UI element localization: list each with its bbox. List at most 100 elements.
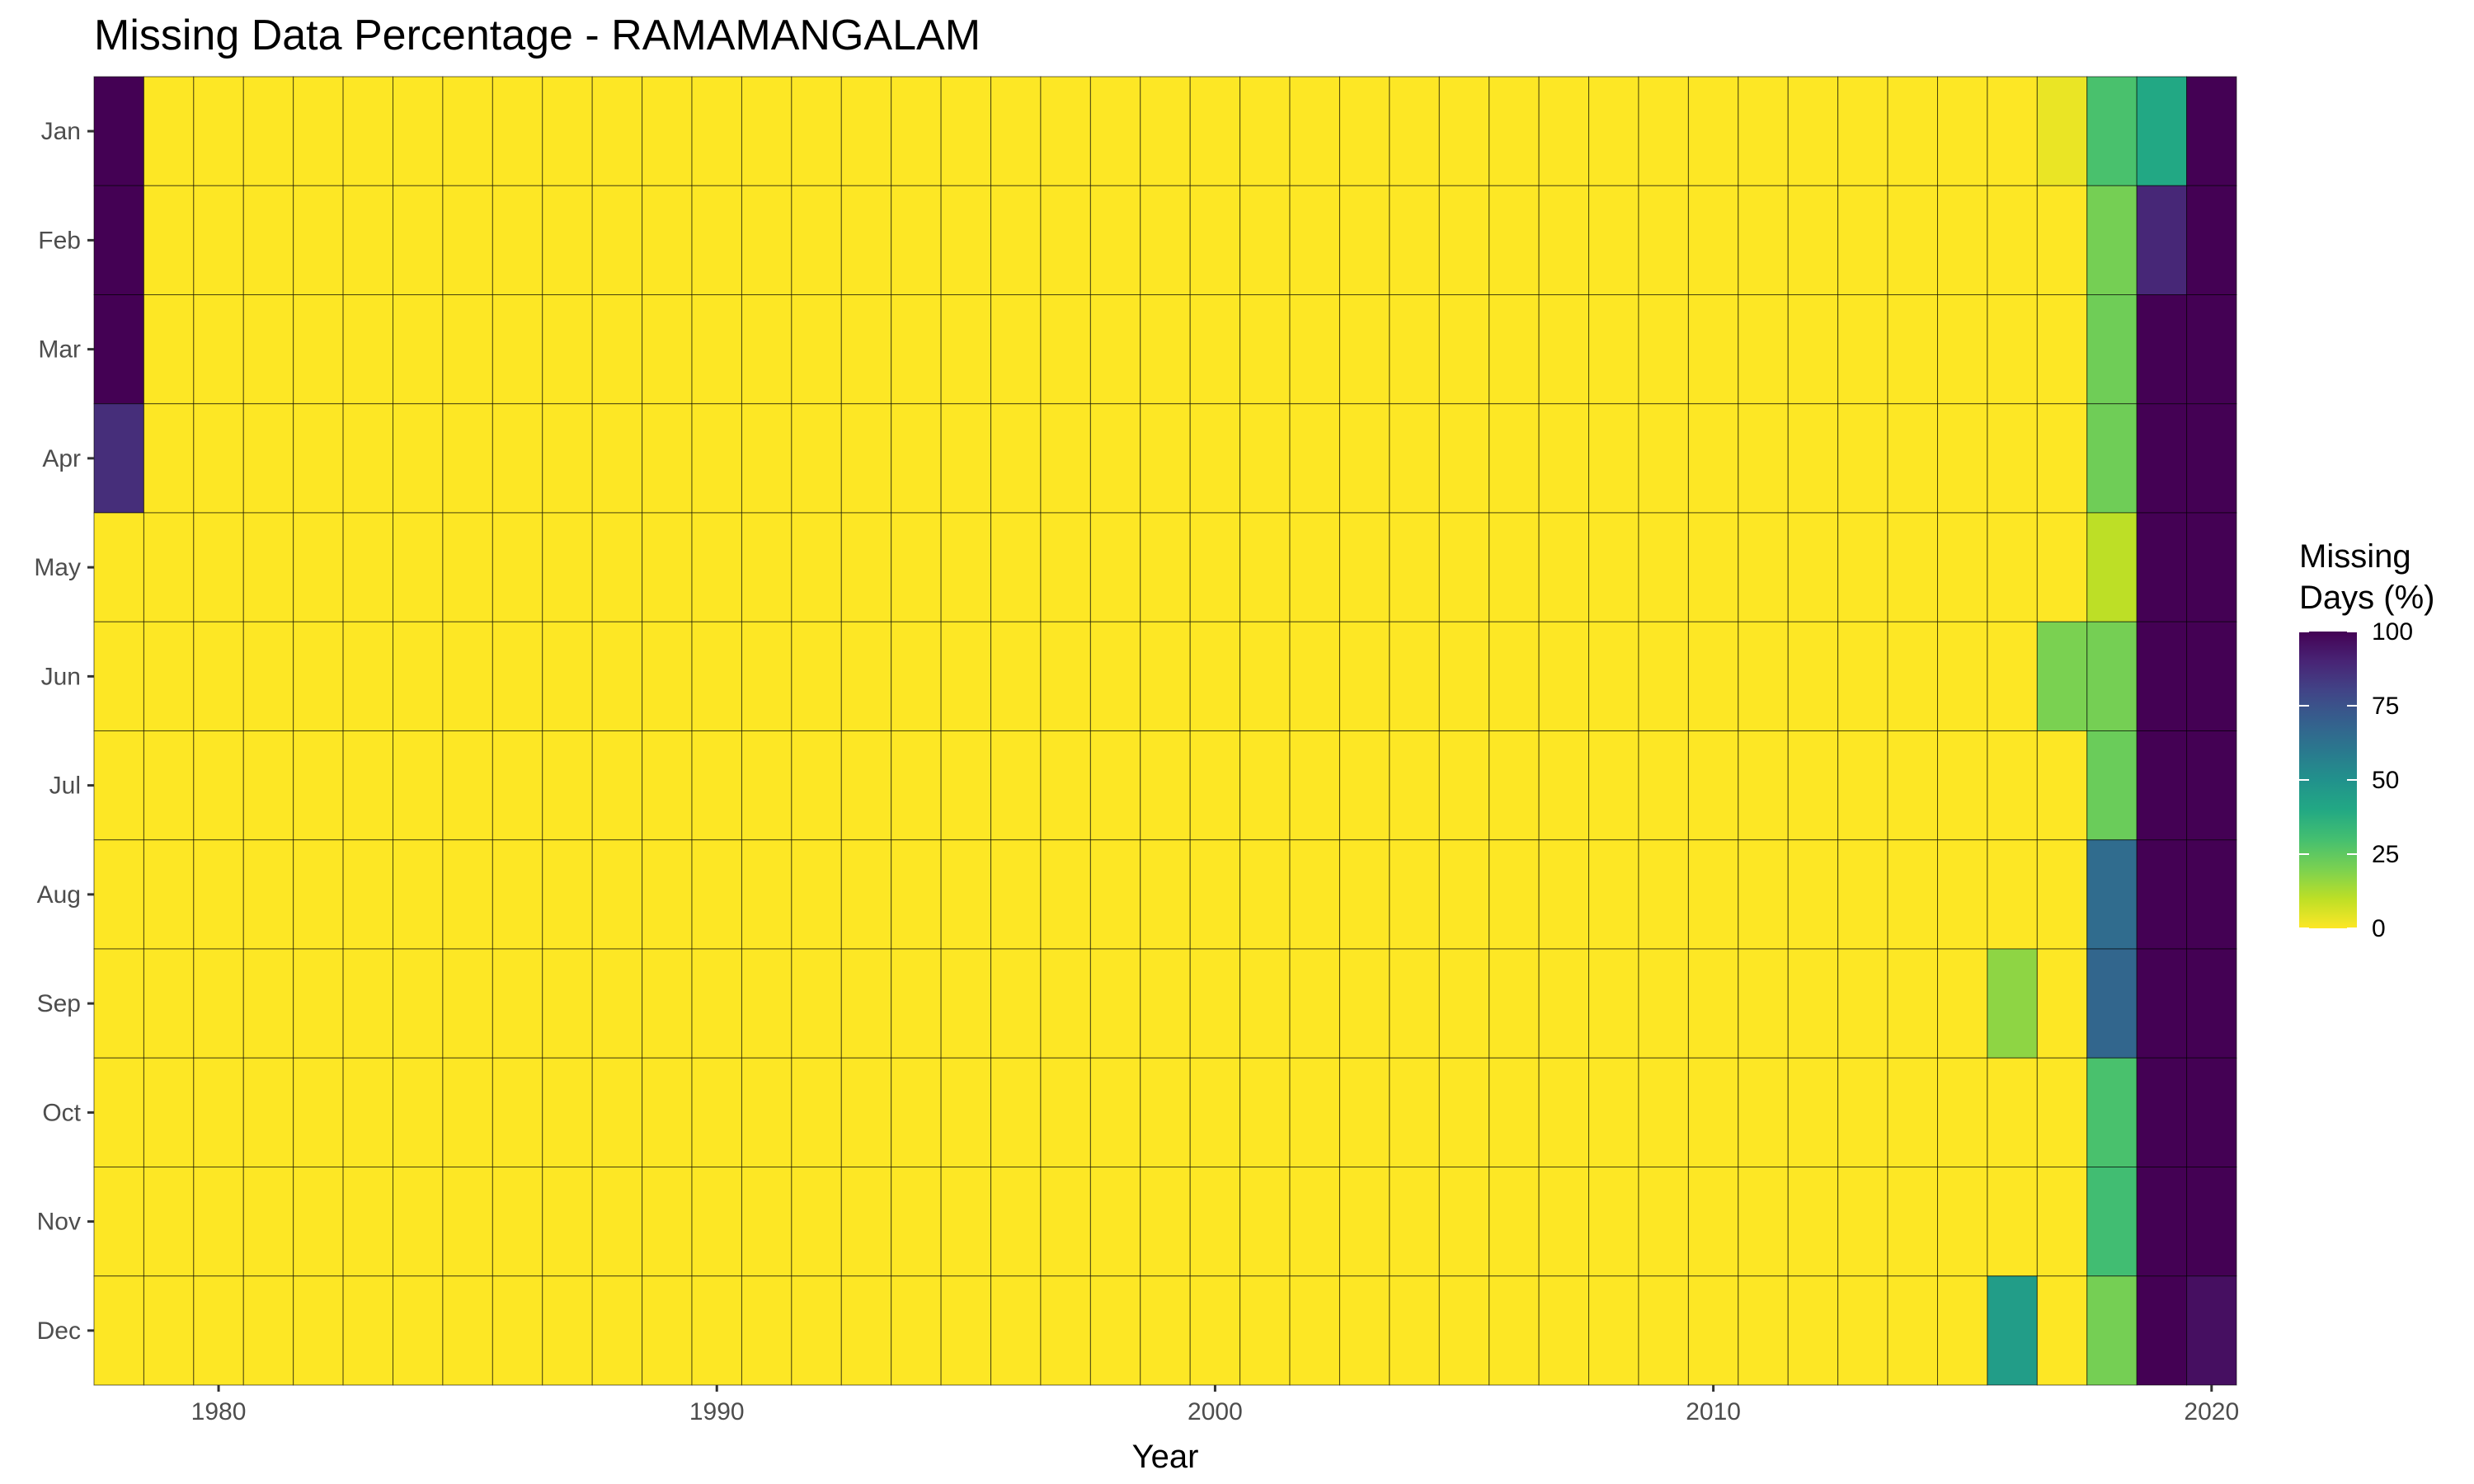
heatmap-cell — [1438, 730, 1490, 841]
heatmap-cell — [1239, 730, 1291, 841]
heatmap-cell — [293, 76, 344, 186]
heatmap-cell — [642, 403, 693, 514]
heatmap-cell — [990, 1167, 1042, 1277]
heatmap-cell — [1588, 1275, 1639, 1386]
x-tick-label: 1990 — [689, 1398, 745, 1425]
heatmap-cell — [741, 76, 793, 186]
heatmap-cell — [342, 294, 394, 405]
heatmap-cell — [2036, 1167, 2088, 1277]
heatmap-cell — [840, 1275, 892, 1386]
heatmap-cell — [591, 403, 643, 514]
heatmap-cell — [342, 621, 394, 731]
heatmap-cell — [1389, 839, 1440, 950]
heatmap-cell — [1338, 621, 1390, 731]
heatmap-cell — [1289, 512, 1340, 622]
heatmap-cell — [93, 403, 144, 514]
heatmap-cell — [1687, 76, 1739, 186]
heatmap-cell — [1040, 621, 1091, 731]
heatmap-cell — [1738, 76, 1789, 186]
heatmap-cell — [791, 730, 842, 841]
heatmap-cell — [2086, 294, 2138, 405]
legend-tick-label: 100 — [2372, 618, 2413, 646]
heatmap-cell — [791, 839, 842, 950]
heatmap-cell — [1538, 730, 1590, 841]
heatmap-cell — [293, 948, 344, 1059]
heatmap-cell — [2086, 76, 2138, 186]
legend-tick-label: 25 — [2372, 841, 2399, 868]
heatmap-cell — [1588, 294, 1639, 405]
heatmap-cell — [193, 1275, 244, 1386]
heatmap-cell — [442, 839, 493, 950]
heatmap-cell — [1438, 403, 1490, 514]
heatmap-cell — [293, 294, 344, 405]
heatmap-cell — [840, 1167, 892, 1277]
heatmap-cell — [1787, 294, 1839, 405]
heatmap-cell — [1338, 1167, 1390, 1277]
heatmap-cell — [2036, 403, 2088, 514]
heatmap-cell — [193, 839, 244, 950]
heatmap-cell — [342, 185, 394, 295]
heatmap-cell — [1239, 294, 1291, 405]
heatmap-cell — [542, 948, 593, 1059]
heatmap-cell — [1638, 621, 1689, 731]
heatmap-cell — [1289, 1057, 1340, 1167]
heatmap-cell — [840, 621, 892, 731]
y-tick-label: Jul — [49, 773, 81, 800]
heatmap-cell — [2186, 839, 2237, 950]
heatmap-cell — [1389, 1167, 1440, 1277]
heatmap-cell — [1538, 1057, 1590, 1167]
heatmap-cell — [1887, 1275, 1938, 1386]
heatmap-cell — [492, 730, 543, 841]
heatmap-cell — [990, 839, 1042, 950]
heatmap-cell — [1040, 839, 1091, 950]
heatmap-cell — [143, 185, 195, 295]
heatmap-cell — [1239, 403, 1291, 514]
heatmap-cell — [2136, 1275, 2188, 1386]
heatmap-cell — [1189, 185, 1241, 295]
heatmap-cell — [2186, 512, 2237, 622]
heatmap-cell — [242, 1167, 294, 1277]
heatmap-cell — [2036, 1275, 2088, 1386]
heatmap-cell — [691, 76, 742, 186]
heatmap-cell — [442, 403, 493, 514]
heatmap-cell — [741, 948, 793, 1059]
heatmap-cell — [1438, 1167, 1490, 1277]
heatmap-cell — [741, 730, 793, 841]
heatmap-cell — [342, 839, 394, 950]
heatmap-cell — [1638, 185, 1689, 295]
heatmap-cell — [1538, 839, 1590, 950]
y-tick-label: Aug — [37, 881, 81, 909]
heatmap-cell — [940, 512, 992, 622]
heatmap-cell — [1040, 294, 1091, 405]
heatmap-cell — [143, 730, 195, 841]
heatmap-cell — [1936, 76, 1988, 186]
heatmap-cell — [1089, 294, 1141, 405]
heatmap-cell — [1588, 185, 1639, 295]
heatmap-cell — [2136, 185, 2188, 295]
heatmap-cell — [1887, 1057, 1938, 1167]
heatmap-cell — [143, 948, 195, 1059]
heatmap-cell — [990, 1275, 1042, 1386]
heatmap-cell — [691, 294, 742, 405]
heatmap-cell — [1489, 948, 1540, 1059]
heatmap-cell — [542, 1275, 593, 1386]
heatmap-cell — [791, 294, 842, 405]
heatmap-cell — [293, 403, 344, 514]
heatmap-cell — [442, 185, 493, 295]
heatmap-cell — [990, 76, 1042, 186]
heatmap-cell — [642, 185, 693, 295]
heatmap-cell — [1738, 1275, 1789, 1386]
heatmap-cell — [1040, 512, 1091, 622]
heatmap-cell — [1338, 839, 1390, 950]
heatmap-cell — [93, 185, 144, 295]
heatmap-cell — [492, 512, 543, 622]
heatmap-cell — [1489, 730, 1540, 841]
heatmap-cell — [1140, 185, 1191, 295]
heatmap-cell — [1638, 1275, 1689, 1386]
heatmap-cell — [1936, 948, 1988, 1059]
heatmap-cell — [1738, 948, 1789, 1059]
heatmap-cell — [1538, 294, 1590, 405]
heatmap-cell — [393, 185, 444, 295]
